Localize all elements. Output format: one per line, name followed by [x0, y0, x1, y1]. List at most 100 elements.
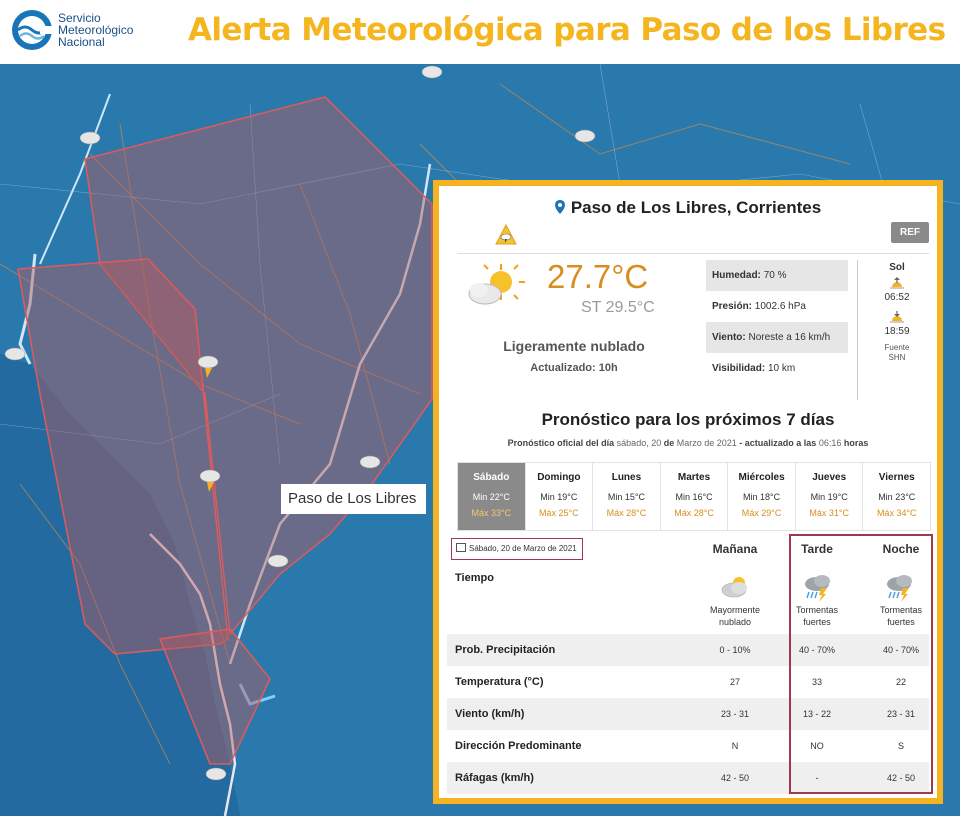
day-min: Min 19°C: [540, 492, 578, 502]
day-name: Miércoles: [738, 472, 785, 483]
updated-time: Actualizado: 10h: [530, 362, 618, 374]
sunrise-time: 06:52: [884, 292, 910, 303]
sunset-icon: [890, 311, 904, 323]
day-name: Viernes: [878, 472, 915, 483]
logo-text: Servicio Meteorológico Nacional: [58, 12, 133, 48]
row-label: Dirección Predominante: [455, 740, 582, 752]
current-condition: Ligeramente nublado: [503, 338, 645, 354]
feels-like: ST 29.5°C: [581, 299, 655, 316]
day-max: Máx 34°C: [876, 508, 917, 518]
day-max: Máx 28°C: [606, 508, 647, 518]
tab-jueves[interactable]: Jueves Min 19°C Máx 31°C: [796, 463, 864, 530]
divider: [457, 253, 929, 254]
highlight-box: [789, 534, 933, 794]
weather-label-noche: Tormentas fuertes: [879, 605, 923, 627]
storm-icon: [887, 575, 912, 602]
header: Servicio Meteorológico Nacional Alerta M…: [0, 0, 960, 64]
sun-source: Fuente SHN: [884, 343, 910, 362]
day-min: Min 18°C: [743, 492, 781, 502]
row-label: Ráfagas (km/h): [455, 772, 534, 784]
row-value: 23 - 31: [886, 709, 916, 719]
tab-viernes[interactable]: Viernes Min 23°C Máx 34°C: [863, 463, 930, 530]
row-value: 13 - 22: [802, 709, 832, 719]
day-min: Min 16°C: [675, 492, 713, 502]
weather-panel: Paso de Los Libres, Corrientes REF 27.7°…: [433, 180, 943, 804]
day-name: Lunes: [611, 472, 642, 483]
cloudy-sun-icon: [721, 577, 747, 598]
stat-wind: Viento: Noreste a 16 km/h: [706, 322, 848, 353]
row-value: 42 - 50: [886, 773, 916, 783]
row-value: N: [731, 741, 739, 751]
table-row: Ráfagas (km/h) 42 - 50 - 42 - 50: [447, 762, 929, 794]
divider: [857, 260, 858, 400]
day-min: Min 22°C: [472, 492, 510, 502]
row-value: 40 - 70%: [798, 645, 836, 655]
partly-cloudy-icon: [468, 264, 525, 305]
day-name: Domingo: [537, 472, 581, 483]
period-header-manana: Mañana: [712, 542, 758, 556]
tab-martes[interactable]: Martes Min 16°C Máx 28°C: [661, 463, 729, 530]
day-max: Máx 28°C: [674, 508, 714, 518]
day-max: Máx 33°C: [471, 508, 512, 518]
tiempo-label: Tiempo: [455, 572, 494, 584]
table-row: Temperatura (°C) 27 33 22: [447, 666, 929, 698]
logo-line: Servicio: [58, 11, 101, 25]
forecast-subtitle: Pronóstico oficial del día sábado, 20 de…: [507, 438, 869, 448]
day-name: Sábado: [473, 472, 510, 483]
row-label: Viento (km/h): [455, 708, 525, 720]
row-value: 40 - 70%: [882, 645, 920, 655]
current-stats: Humedad: 70 % Presión: 1002.6 hPa Viento…: [706, 260, 848, 384]
row-value: 0 - 10%: [719, 645, 751, 655]
storm-alert-icon[interactable]: [495, 224, 517, 246]
forecast-title: Pronóstico para los próximos 7 días: [541, 410, 835, 429]
tab-lunes[interactable]: Lunes Min 15°C Máx 28°C: [593, 463, 661, 530]
row-value: 42 - 50: [720, 773, 750, 783]
row-value: 27: [729, 677, 740, 687]
tab-domingo[interactable]: Domingo Min 19°C Máx 25°C: [526, 463, 594, 530]
tab-sabado[interactable]: Sábado Min 22°C Máx 33°C: [458, 463, 526, 530]
stat-pressure: Presión: 1002.6 hPa: [712, 301, 806, 312]
day-min: Min 15°C: [607, 492, 645, 502]
location-pin-icon: [554, 200, 565, 214]
storm-icon: [805, 575, 830, 602]
sunset-time: 18:59: [884, 326, 910, 337]
weather-label-tarde: Tormentas fuertes: [795, 605, 839, 627]
table-row: Dirección Predominante N NO S: [447, 730, 929, 762]
day-max: Máx 29°C: [741, 508, 782, 518]
row-value: -: [815, 773, 819, 783]
day-name: Martes: [677, 472, 711, 483]
tab-miercoles[interactable]: Miércoles Min 18°C Máx 29°C: [728, 463, 796, 530]
sunrise-icon: [890, 277, 904, 289]
row-value: 33: [811, 677, 822, 687]
weather-label-manana: Mayormente nublado: [709, 605, 761, 627]
day-name: Jueves: [812, 472, 847, 483]
day-max: Máx 25°C: [539, 508, 579, 518]
stat-visibility: Visibilidad: 10 km: [712, 363, 796, 374]
selected-date: Sábado, 20 de Marzo de 2021: [451, 538, 583, 560]
stat-humidity: Humedad: 70 %: [706, 260, 848, 291]
row-label: Prob. Precipitación: [455, 644, 556, 656]
current-temperature: 27.7°C: [547, 258, 649, 295]
period-header-noche: Noche: [882, 542, 920, 556]
logo-line: Meteorológico: [58, 23, 134, 37]
row-value: 22: [895, 677, 906, 687]
sun-title: Sol: [889, 262, 905, 273]
ref-button[interactable]: REF: [891, 222, 929, 243]
location-title: Paso de Los Libres, Corrientes: [439, 198, 937, 218]
day-max: Máx 31°C: [809, 508, 849, 518]
smn-logo-icon: [12, 10, 54, 50]
sun-info: Sol 06:52 18:59 Fuente SHN: [867, 262, 927, 363]
day-min: Min 19°C: [810, 492, 848, 502]
row-value: S: [897, 741, 904, 751]
day-min: Min 23°C: [878, 492, 916, 502]
period-header-tarde: Tarde: [801, 542, 833, 556]
day-tabs: Sábado Min 22°C Máx 33°C Domingo Min 19°…: [457, 462, 931, 531]
table-row: Prob. Precipitación 0 - 10% 40 - 70% 40 …: [447, 634, 929, 666]
logo-line: Nacional: [58, 35, 105, 49]
location-name: Paso de Los Libres, Corrientes: [570, 198, 822, 217]
selected-date-text: Sábado, 20 de Marzo de 2021: [469, 544, 577, 553]
calendar-icon: [456, 543, 466, 552]
row-label: Temperatura (°C): [455, 676, 544, 688]
row-value: NO: [810, 741, 824, 751]
map-location-label[interactable]: Paso de Los Libres: [281, 484, 426, 514]
